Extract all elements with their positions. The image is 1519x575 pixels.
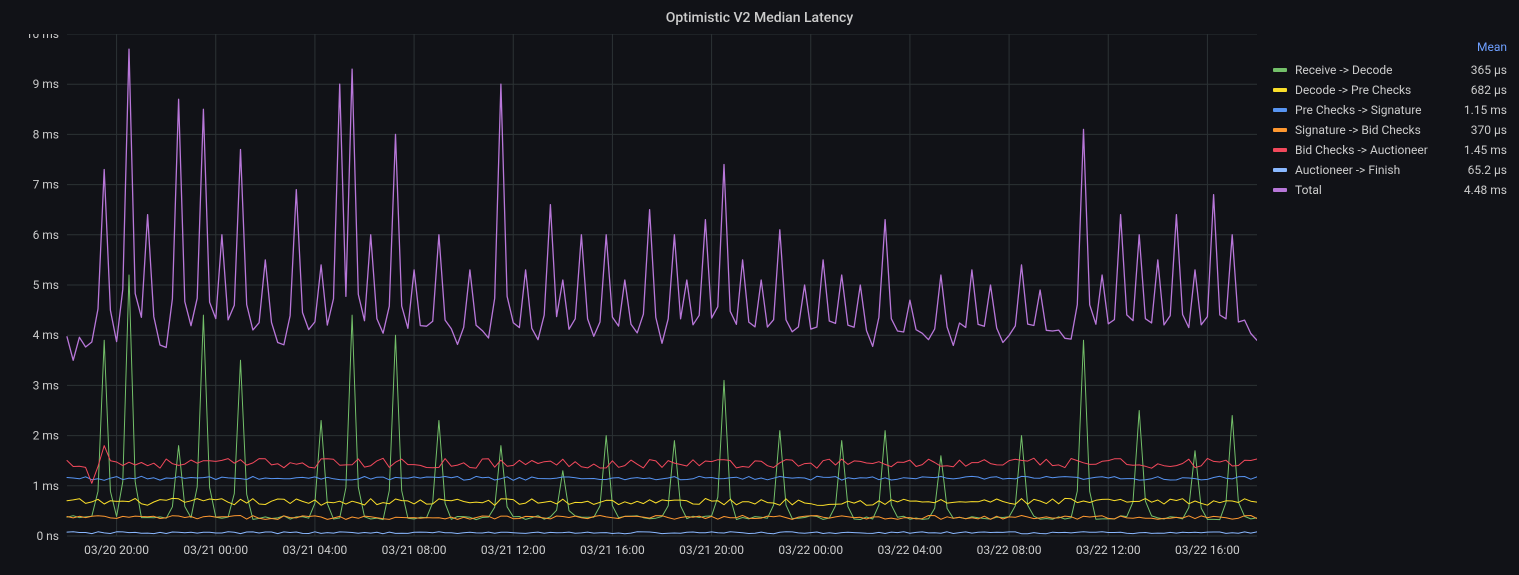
legend-label: Total [1295,183,1322,197]
legend-item[interactable]: Decode -> Pre Checks 682 µs [1273,80,1507,100]
legend-value: 1.45 ms [1464,143,1507,157]
legend-label: Auctioneer -> Finish [1295,163,1400,177]
latency-panel: Optimistic V2 Median Latency 0 ns 1 ms 2 m… [0,0,1519,575]
legend-item[interactable]: Pre Checks -> Signature 1.15 ms [1273,100,1507,120]
svg-text:4 ms: 4 ms [33,328,59,342]
panel-content: 0 ns 1 ms 2 ms 3 ms 4 ms 5 ms 6 ms 7 ms 8 ms 9 ms… [12,34,1507,564]
svg-text:1 ms: 1 ms [33,479,59,493]
svg-text:03/20 20:00: 03/20 20:00 [84,543,149,557]
legend-swatch [1273,68,1287,72]
svg-text:03/21 16:00: 03/21 16:00 [580,543,645,557]
legend-value: 365 µs [1471,63,1507,77]
legend-swatch [1273,148,1287,152]
legend-label: Pre Checks -> Signature [1295,103,1422,117]
svg-text:2 ms: 2 ms [33,429,59,443]
legend-item[interactable]: Auctioneer -> Finish 65.2 µs [1273,160,1507,180]
svg-text:5 ms: 5 ms [33,278,59,292]
svg-text:7 ms: 7 ms [33,178,59,192]
svg-text:03/22 00:00: 03/22 00:00 [778,543,843,557]
legend-swatch [1273,108,1287,112]
legend-swatch [1273,188,1287,192]
legend-item[interactable]: Total 4.48 ms [1273,180,1507,200]
legend-item[interactable]: Signature -> Bid Checks 370 µs [1273,120,1507,140]
legend-value: 4.48 ms [1464,183,1507,197]
chart-area[interactable]: 0 ns 1 ms 2 ms 3 ms 4 ms 5 ms 6 ms 7 ms 8 ms 9 ms… [12,34,1257,564]
svg-text:9 ms: 9 ms [33,77,59,91]
svg-text:03/21 12:00: 03/21 12:00 [481,543,546,557]
legend-header-mean[interactable]: Mean [1273,40,1507,54]
svg-text:6 ms: 6 ms [33,228,59,242]
svg-text:03/21 08:00: 03/21 08:00 [382,543,447,557]
legend-label: Bid Checks -> Auctioneer [1295,143,1428,157]
svg-text:03/22 12:00: 03/22 12:00 [1076,543,1141,557]
svg-text:3 ms: 3 ms [33,378,59,392]
legend-item[interactable]: Receive -> Decode 365 µs [1273,60,1507,80]
panel-title: Optimistic V2 Median Latency [12,6,1507,34]
legend-value: 682 µs [1471,83,1507,97]
svg-text:8 ms: 8 ms [33,127,59,141]
svg-text:03/21 00:00: 03/21 00:00 [183,543,248,557]
legend-value: 1.15 ms [1464,103,1507,117]
svg-text:03/22 04:00: 03/22 04:00 [878,543,943,557]
legend-label: Signature -> Bid Checks [1295,123,1421,137]
legend-swatch [1273,128,1287,132]
svg-text:03/22 16:00: 03/22 16:00 [1175,543,1240,557]
legend-label: Decode -> Pre Checks [1295,83,1411,97]
legend-item[interactable]: Bid Checks -> Auctioneer 1.45 ms [1273,140,1507,160]
svg-text:10 ms: 10 ms [26,34,59,41]
legend-swatch [1273,168,1287,172]
svg-text:03/21 04:00: 03/21 04:00 [283,543,348,557]
svg-text:03/22 08:00: 03/22 08:00 [977,543,1042,557]
svg-text:03/21 20:00: 03/21 20:00 [679,543,744,557]
latency-chart-svg: 0 ns 1 ms 2 ms 3 ms 4 ms 5 ms 6 ms 7 ms 8 ms 9 ms… [12,34,1257,564]
svg-text:0 ns: 0 ns [36,529,59,543]
legend-label: Receive -> Decode [1295,63,1392,77]
legend-value: 370 µs [1471,123,1507,137]
legend: Mean Receive -> Decode 365 µs Decode -> Pr… [1257,34,1507,564]
legend-value: 65.2 µs [1468,163,1507,177]
legend-swatch [1273,88,1287,92]
